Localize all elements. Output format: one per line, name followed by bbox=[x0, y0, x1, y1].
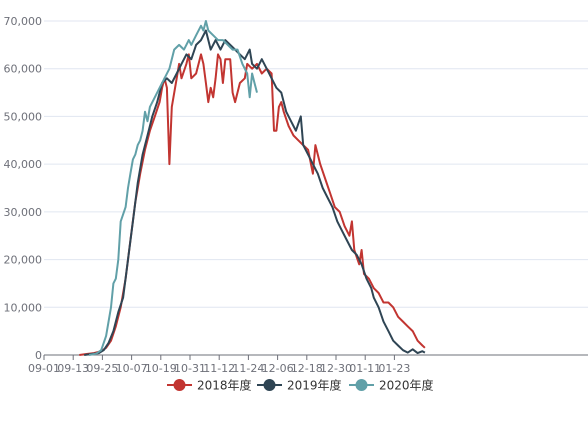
x-tick-label: 12-30 bbox=[320, 362, 352, 375]
y-tick-label: 70,000 bbox=[4, 15, 43, 28]
y-tick-label: 20,000 bbox=[4, 254, 43, 267]
x-tick-label: 11-24 bbox=[232, 362, 264, 375]
y-tick-label: 0 bbox=[35, 349, 42, 362]
legend-marker-icon bbox=[174, 380, 185, 391]
y-tick-label: 40,000 bbox=[4, 158, 43, 171]
x-tick-label: 09-13 bbox=[57, 362, 89, 375]
x-tick-label: 01-11 bbox=[349, 362, 381, 375]
x-tick-label: 11-12 bbox=[203, 362, 235, 375]
y-tick-label: 10,000 bbox=[4, 301, 43, 314]
y-tick-label: 50,000 bbox=[4, 110, 43, 123]
legend-item-2[interactable]: 2020年度 bbox=[349, 378, 434, 393]
legend-item-1[interactable]: 2019年度 bbox=[257, 378, 342, 393]
x-tick-label: 12-06 bbox=[262, 362, 294, 375]
legend-marker-icon bbox=[356, 380, 367, 391]
grid-lines bbox=[44, 21, 588, 307]
legend-label: 2020年度 bbox=[379, 378, 434, 393]
x-tick-label: 10-19 bbox=[145, 362, 177, 375]
series-lines bbox=[79, 21, 425, 355]
x-tick-label: 10-07 bbox=[116, 362, 148, 375]
legend-label: 2018年度 bbox=[197, 378, 252, 393]
y-tick-label: 60,000 bbox=[4, 63, 43, 76]
x-tick-label: 09-25 bbox=[86, 362, 118, 375]
y-tick-label: 30,000 bbox=[4, 206, 43, 219]
x-tick-label: 10-31 bbox=[174, 362, 206, 375]
legend-label: 2019年度 bbox=[287, 378, 342, 393]
x-tick-label: 12-18 bbox=[291, 362, 323, 375]
legend[interactable]: 2018年度 2019年度 2020年度 bbox=[167, 378, 434, 393]
x-tick-label: 09-01 bbox=[28, 362, 60, 375]
x-tick-label: 01-23 bbox=[378, 362, 410, 375]
series-line-0 bbox=[79, 54, 425, 355]
legend-marker-icon bbox=[264, 380, 275, 391]
legend-item-0[interactable]: 2018年度 bbox=[167, 378, 252, 393]
